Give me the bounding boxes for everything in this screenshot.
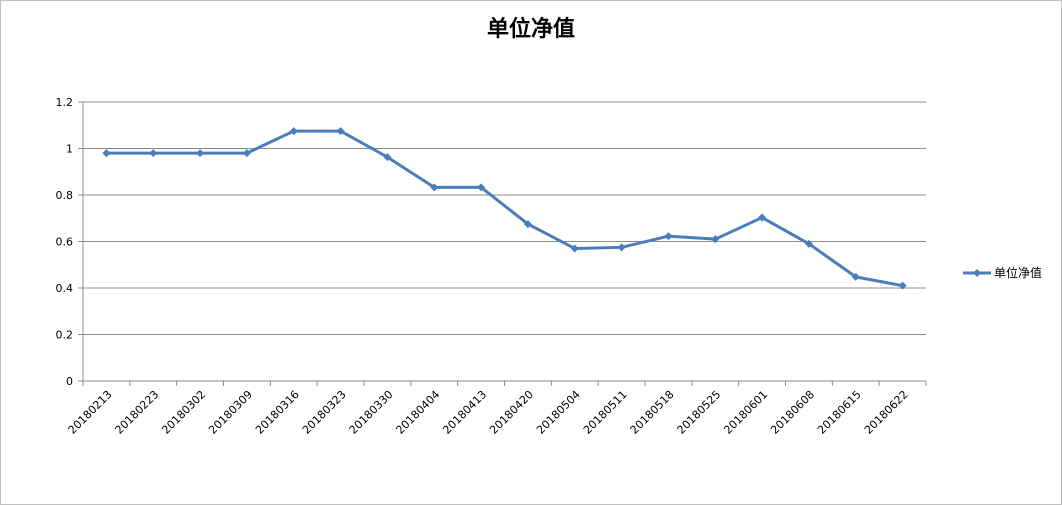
x-tick-label: 20180511 (581, 388, 630, 437)
data-point (383, 153, 392, 162)
x-tick-label: 20180601 (721, 388, 770, 437)
data-point (758, 213, 767, 222)
data-point (196, 149, 205, 158)
data-point (804, 239, 813, 248)
x-tick-label: 20180330 (347, 388, 396, 437)
x-tick-label: 20180525 (675, 388, 724, 437)
x-tick-label: 20180518 (628, 388, 677, 437)
x-tick-label: 20180420 (487, 388, 536, 437)
y-tick-label: 1 (66, 143, 73, 156)
x-tick-label: 20180309 (206, 388, 255, 437)
data-point (851, 272, 860, 281)
data-point (242, 149, 251, 158)
x-tick-label: 20180615 (815, 388, 864, 437)
y-tick-label: 1.2 (56, 96, 74, 109)
y-tick-label: 0 (66, 375, 73, 388)
x-tick-label: 20180608 (768, 388, 817, 437)
data-point (102, 149, 111, 158)
x-tick-label: 20180622 (862, 388, 911, 437)
x-tick-label: 20180413 (440, 388, 489, 437)
data-point (898, 281, 907, 290)
legend-label: 单位净值 (994, 265, 1042, 280)
data-point (477, 183, 486, 192)
x-tick-label: 20180302 (159, 388, 208, 437)
data-point (149, 149, 158, 158)
y-tick-label: 0.2 (56, 329, 74, 342)
x-tick-label: 20180504 (534, 388, 583, 437)
x-tick-label: 20180213 (66, 388, 115, 437)
y-tick-label: 0.6 (56, 236, 74, 249)
y-tick-label: 0.8 (56, 189, 74, 202)
series-line (106, 129, 903, 288)
x-tick-label: 20180223 (113, 388, 162, 437)
y-tick-label: 0.4 (56, 282, 74, 295)
legend-marker (973, 269, 981, 277)
chart-title: 单位净值 (486, 17, 575, 42)
data-point (430, 183, 439, 192)
data-point (664, 232, 673, 241)
data-point (570, 244, 579, 253)
data-point (523, 220, 532, 229)
x-tick-label: 20180316 (253, 388, 302, 437)
data-point (711, 235, 720, 244)
data-point (617, 243, 626, 252)
x-tick-label: 20180404 (394, 388, 443, 437)
data-point (289, 127, 298, 136)
data-point (336, 127, 345, 136)
x-tick-label: 20180323 (300, 388, 349, 437)
